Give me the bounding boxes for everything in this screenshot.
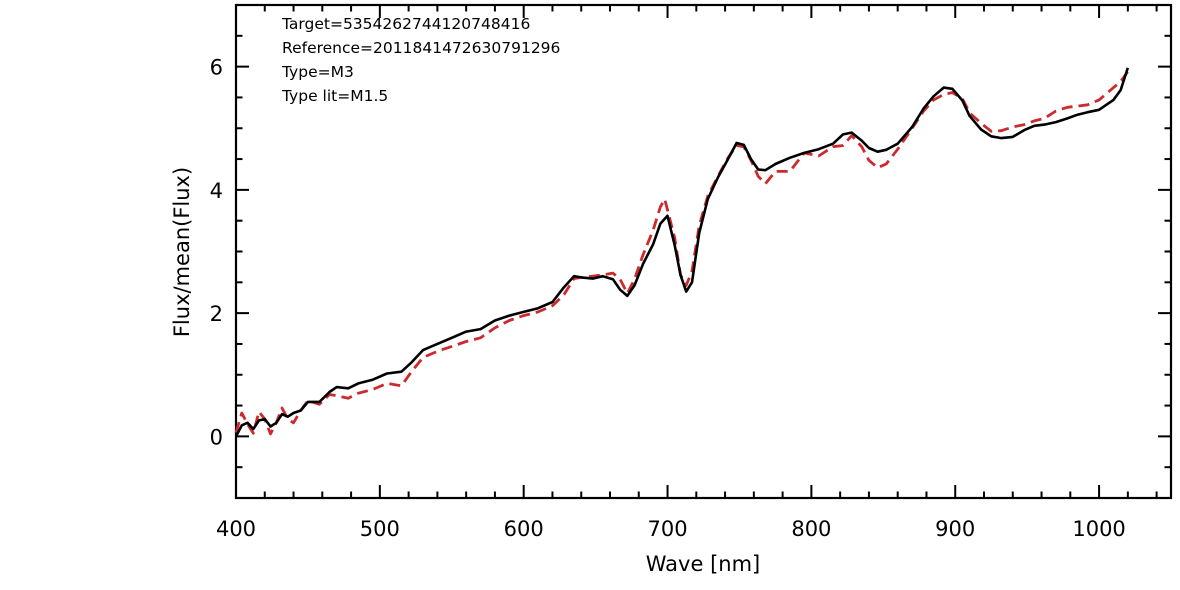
x-tick-labels: 400 500 600 700 800 900 1000 (216, 517, 1126, 541)
annotation-line: Target=5354262744120748416 (281, 15, 530, 33)
x-tick-label: 600 (504, 517, 544, 541)
x-axis-title: Wave [nm] (646, 552, 760, 576)
y-tick-label: 2 (210, 302, 223, 326)
annotations: Target=5354262744120748416 Reference=2011… (281, 15, 560, 105)
x-tick-label: 1000 (1072, 517, 1125, 541)
annotation-line: Type=M3 (281, 63, 354, 81)
y-axis-title: Flux/mean(Flux) (170, 167, 194, 337)
y-tick-label: 6 (210, 56, 223, 80)
x-tick-label: 500 (360, 517, 400, 541)
annotation-line: Reference=2011841472630791296 (282, 39, 560, 57)
x-tick-label: 800 (791, 517, 831, 541)
plot-frame (234, 3, 1173, 500)
x-tick-label: 400 (216, 517, 256, 541)
y-tick-labels: 0 2 4 6 (210, 56, 223, 450)
annotation-line: Type lit=M1.5 (281, 87, 388, 105)
x-tick-label: 900 (935, 517, 975, 541)
series-line-0 (234, 67, 1130, 438)
x-tick-label: 700 (647, 517, 687, 541)
y-tick-label: 4 (210, 179, 223, 203)
axis-ticks (235, 4, 1171, 499)
y-tick-label: 0 (210, 425, 223, 449)
series-group (234, 67, 1130, 438)
